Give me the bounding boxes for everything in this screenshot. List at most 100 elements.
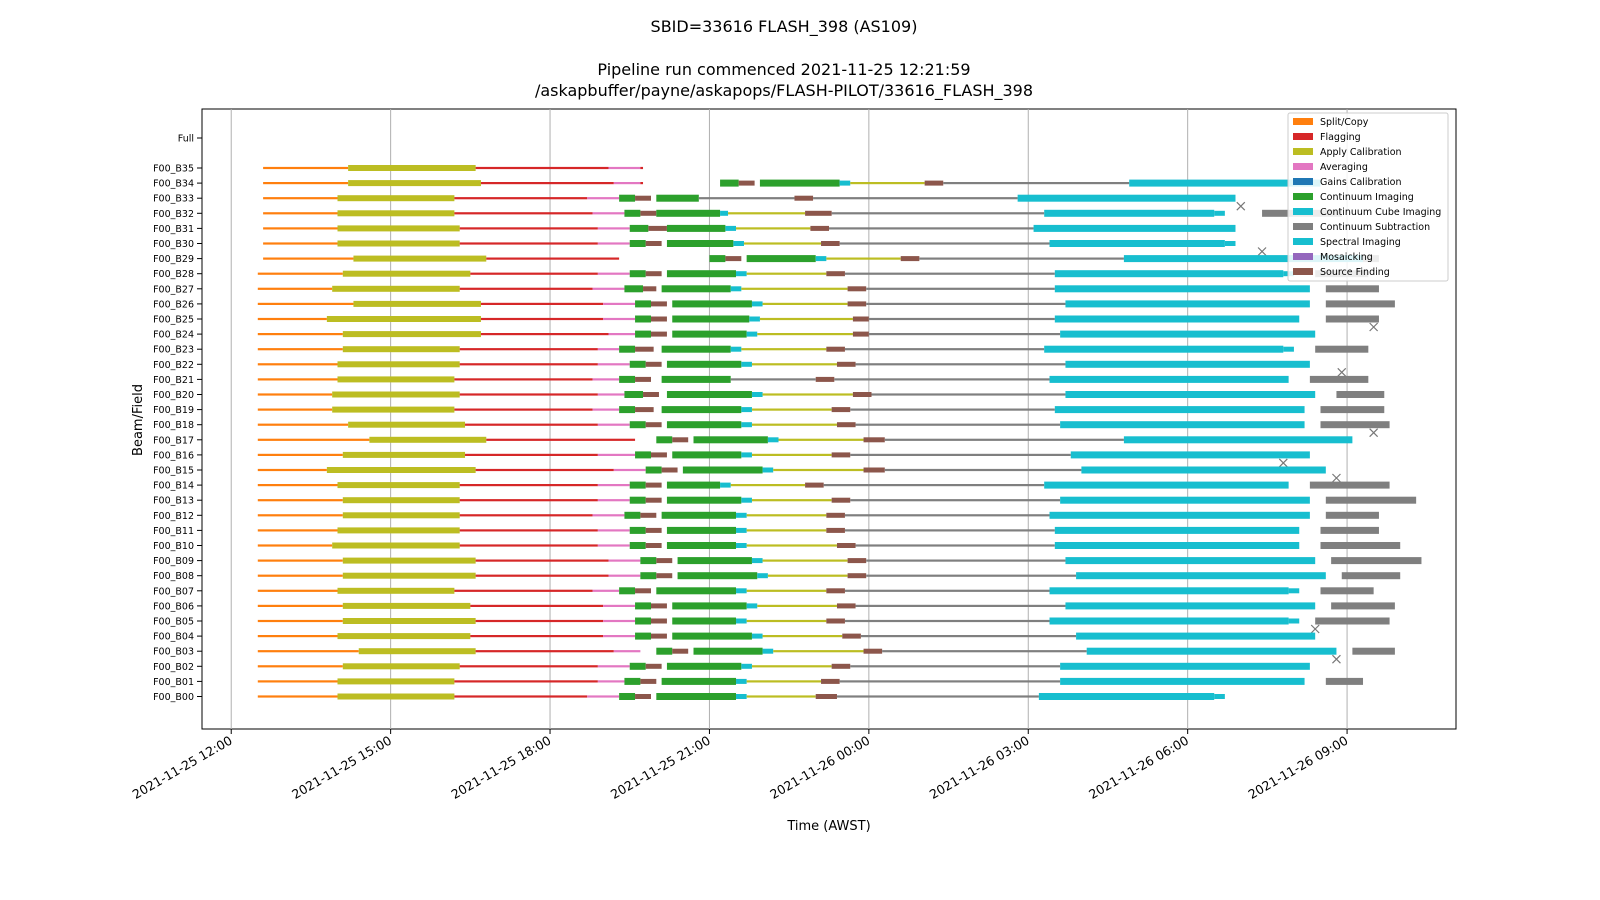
bar-source: [863, 437, 885, 443]
x-tick-label: 2021-11-26 09:00: [1246, 733, 1351, 802]
y-axis-label: Beam/Field: [131, 384, 146, 456]
bar-flag: [470, 272, 598, 275]
bar-source: [826, 271, 845, 277]
bar-flag: [640, 182, 644, 185]
bar-contsub: [866, 559, 1066, 562]
bar-spec: [1060, 677, 1305, 685]
bar-flag: [454, 197, 588, 200]
bar-source: [645, 497, 662, 503]
bar-avg: [592, 589, 620, 592]
bar-spec: [1044, 345, 1284, 353]
bar-source: [635, 407, 654, 413]
bar-split: [257, 695, 338, 698]
bar-contcube: [751, 633, 763, 639]
bar-contim: [640, 572, 657, 580]
bar-spec: [1049, 587, 1289, 595]
bar-contim: [624, 209, 641, 217]
bar-spec: [1049, 617, 1289, 625]
bar-applycal: [337, 633, 471, 640]
bar-contim: [666, 542, 737, 549]
bar-avg: [597, 363, 630, 366]
bar-source: [672, 648, 689, 654]
bar-spec: [1065, 557, 1316, 565]
bar-contsub: [1352, 647, 1395, 655]
bar-contim: [661, 285, 731, 293]
bar-spec: [1065, 602, 1316, 610]
bar-avg: [597, 680, 625, 683]
y-tick-label: F00_B05: [153, 617, 194, 628]
bar-source: [831, 407, 851, 413]
x-marker: [1332, 654, 1341, 664]
bar-avg: [597, 348, 620, 351]
y-tick-label: F00_B30: [153, 239, 194, 250]
bar-contcube: [746, 603, 758, 609]
bar-contcube: [730, 346, 742, 352]
bar-contcube: [1214, 210, 1225, 216]
bar-contim: [666, 662, 742, 670]
bar-applycal: [353, 255, 487, 262]
legend-swatch: [1293, 268, 1313, 275]
chart-title-line-1: SBID=33616 FLASH_398 (AS109): [651, 17, 918, 37]
bar-contsub: [850, 499, 1061, 502]
bar-applycal: [728, 212, 806, 215]
bar-applycal: [326, 467, 476, 473]
y-tick-label: F00_B10: [153, 541, 194, 552]
legend-label: Continuum Imaging: [1320, 192, 1414, 203]
bar-spec: [1123, 255, 1364, 263]
bar-contsub: [1325, 315, 1379, 323]
bar-contim: [635, 617, 651, 625]
bar-split: [257, 544, 333, 547]
bar-source: [836, 422, 856, 428]
bar-split: [263, 166, 349, 170]
bar-contim: [677, 557, 752, 565]
bar-applycal: [337, 225, 460, 232]
bar-source: [643, 286, 657, 292]
bar-applycal: [332, 391, 460, 398]
bar-applycal: [348, 421, 466, 428]
chart-title-line-3: /askapbuffer/payne/askapops/FLASH-PILOT/…: [535, 81, 1033, 101]
bar-contsub: [1320, 421, 1390, 429]
bar-applycal: [741, 348, 827, 351]
bar-contim: [635, 330, 651, 338]
bar-applycal: [332, 542, 460, 549]
bar-contim: [619, 194, 636, 202]
legend-swatch: [1293, 193, 1313, 200]
bar-avg: [592, 408, 620, 411]
bar-contcube: [730, 286, 742, 292]
bar-contcube: [741, 663, 752, 669]
bar-spec: [1033, 224, 1236, 232]
x-marker: [1236, 201, 1246, 211]
bar-applycal: [326, 316, 481, 322]
bar-contcube: [757, 573, 768, 579]
bar-avg: [603, 317, 636, 321]
bar-applycal: [762, 302, 848, 305]
bar-contim: [672, 330, 747, 338]
bar-source: [836, 361, 856, 367]
y-tick-label: F00_B23: [153, 345, 194, 356]
bar-avg: [597, 544, 630, 547]
bar-applycal: [337, 587, 455, 594]
y-tick-label: F00_B21: [153, 375, 194, 386]
bar-contsub: [1309, 481, 1390, 489]
bar-spec: [1060, 421, 1305, 429]
bar-split: [257, 559, 343, 562]
bar-spec: [1123, 436, 1353, 444]
bar-applycal: [746, 680, 822, 683]
bar-source: [836, 603, 856, 609]
bar-avg: [597, 484, 630, 487]
y-tick-label: F00_B00: [153, 692, 194, 703]
bar-source: [650, 331, 667, 337]
y-axis-ticks: Full F00_B35 F00_B34 F00_B33 F00_B32 F00_B31 F…: [153, 134, 202, 703]
bar-applycal: [337, 376, 455, 383]
task-bars: [257, 165, 1422, 700]
x-marker: [1369, 428, 1379, 438]
bar-applycal: [751, 665, 832, 668]
bar-contim: [635, 602, 651, 610]
bar-applycal: [342, 346, 460, 353]
bar-flag: [486, 257, 620, 260]
bar-applycal: [342, 572, 476, 579]
bar-spec: [1065, 360, 1310, 368]
bar-contsub: [868, 333, 1061, 336]
bar-contim: [656, 209, 721, 217]
